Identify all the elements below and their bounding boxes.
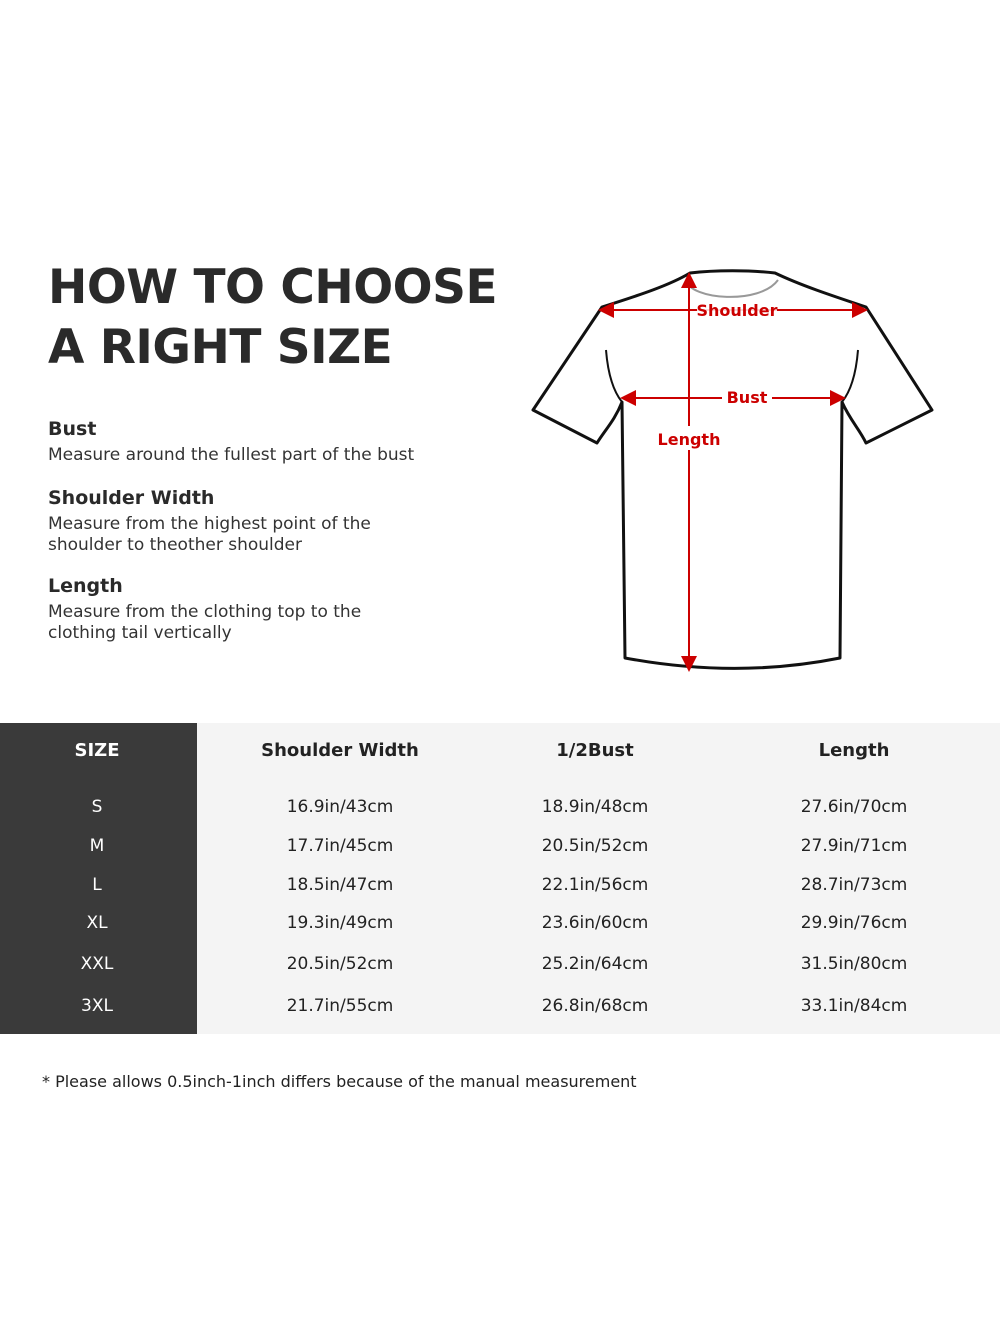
cell-shoulder-width: 16.9in/43cm: [286, 797, 394, 817]
measure-length: Length Measure from the clothing top to …: [48, 575, 361, 644]
length-desc-1: Measure from the clothing top to the: [48, 602, 362, 622]
bust-label: Bust: [727, 388, 768, 407]
title-line-1: HOW TO CHOOSE: [48, 260, 498, 315]
cell-length: 27.6in/70cm: [800, 797, 908, 817]
cell-half-bust: 22.1in/56cm: [541, 875, 649, 895]
page-title: HOW TO CHOOSE A RIGHT SIZE: [48, 258, 498, 378]
cell-size: XXL: [80, 954, 114, 974]
cell-half-bust: 26.8in/68cm: [541, 996, 649, 1016]
cell-shoulder-width: 19.3in/49cm: [286, 913, 394, 933]
measure-bust: Bust Measure around the fullest part of …: [48, 418, 414, 466]
cell-length: 28.7in/73cm: [800, 875, 908, 895]
cell-shoulder-width: 21.7in/55cm: [286, 996, 394, 1016]
cell-length: 27.9in/71cm: [800, 836, 908, 856]
header-length: Length: [818, 740, 890, 761]
bust-desc: Measure around the fullest part of the b…: [48, 445, 415, 465]
cell-half-bust: 25.2in/64cm: [541, 954, 649, 974]
length-desc-2: clothing tail vertically: [48, 623, 232, 643]
cell-half-bust: 23.6in/60cm: [541, 913, 649, 933]
shoulder-label: Shoulder: [697, 301, 778, 320]
length-label: Length: [658, 430, 721, 449]
bust-heading: Bust: [48, 418, 97, 440]
cell-size: S: [91, 797, 103, 817]
cell-size: 3XL: [81, 996, 113, 1016]
cell-length: 29.9in/76cm: [800, 913, 908, 933]
cell-shoulder-width: 18.5in/47cm: [286, 875, 394, 895]
cell-half-bust: 20.5in/52cm: [541, 836, 649, 856]
shoulder-desc-2: shoulder to theother shoulder: [48, 535, 303, 555]
header-shoulder-width: Shoulder Width: [261, 740, 419, 761]
footnote: * Please allows 0.5inch-1inch differs be…: [42, 1072, 637, 1091]
tshirt-diagram: Shoulder Bust Length: [531, 269, 934, 672]
title-line-2: A RIGHT SIZE: [48, 320, 393, 375]
measure-shoulder: Shoulder Width Measure from the highest …: [48, 487, 371, 556]
shoulder-desc-1: Measure from the highest point of the: [48, 514, 371, 534]
cell-size: M: [89, 836, 105, 856]
size-column: [0, 723, 197, 1034]
shoulder-heading: Shoulder Width: [48, 487, 215, 509]
cell-size: L: [92, 875, 102, 895]
cell-length: 31.5in/80cm: [800, 954, 908, 974]
cell-size: XL: [86, 913, 108, 933]
cell-half-bust: 18.9in/48cm: [541, 797, 649, 817]
header-half-bust: 1/2Bust: [556, 740, 634, 761]
length-heading: Length: [48, 575, 123, 597]
header-size: SIZE: [74, 740, 120, 761]
cell-shoulder-width: 17.7in/45cm: [286, 836, 394, 856]
cell-length: 33.1in/84cm: [800, 996, 908, 1016]
cell-shoulder-width: 20.5in/52cm: [286, 954, 394, 974]
tshirt-outline: [531, 269, 934, 670]
